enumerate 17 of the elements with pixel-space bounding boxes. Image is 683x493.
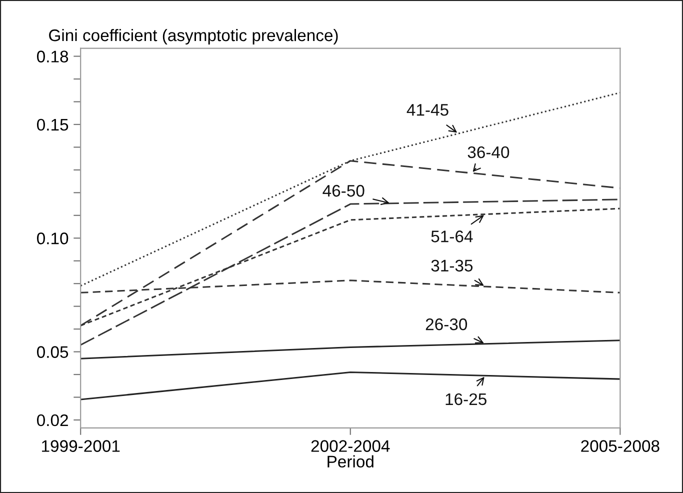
x-tick-label: 2005-2008 bbox=[581, 440, 660, 452]
series-label: 26-30 bbox=[426, 318, 468, 330]
y-tick-label: 0.02 bbox=[37, 414, 68, 426]
y-tick-label: 0.15 bbox=[37, 118, 68, 131]
y-tick-label: 0.05 bbox=[37, 346, 68, 358]
y-axis-title: Gini coefficient (asymptotic prevalence) bbox=[49, 28, 338, 45]
series-label: 46-50 bbox=[322, 184, 364, 197]
x-tick-label: 1999-2001 bbox=[42, 440, 120, 452]
series-label: 41-45 bbox=[406, 104, 448, 116]
series-label: 51-64 bbox=[431, 230, 473, 242]
y-tick-label: 0.18 bbox=[37, 50, 68, 62]
x-tick-label: 2002-2004 bbox=[311, 440, 390, 452]
series-label: 31-35 bbox=[431, 260, 473, 272]
x-axis-title: Period bbox=[328, 455, 374, 468]
series-label: 16-25 bbox=[446, 393, 486, 406]
series-label: 36-40 bbox=[468, 146, 510, 158]
y-tick-label: 0.10 bbox=[37, 232, 68, 244]
